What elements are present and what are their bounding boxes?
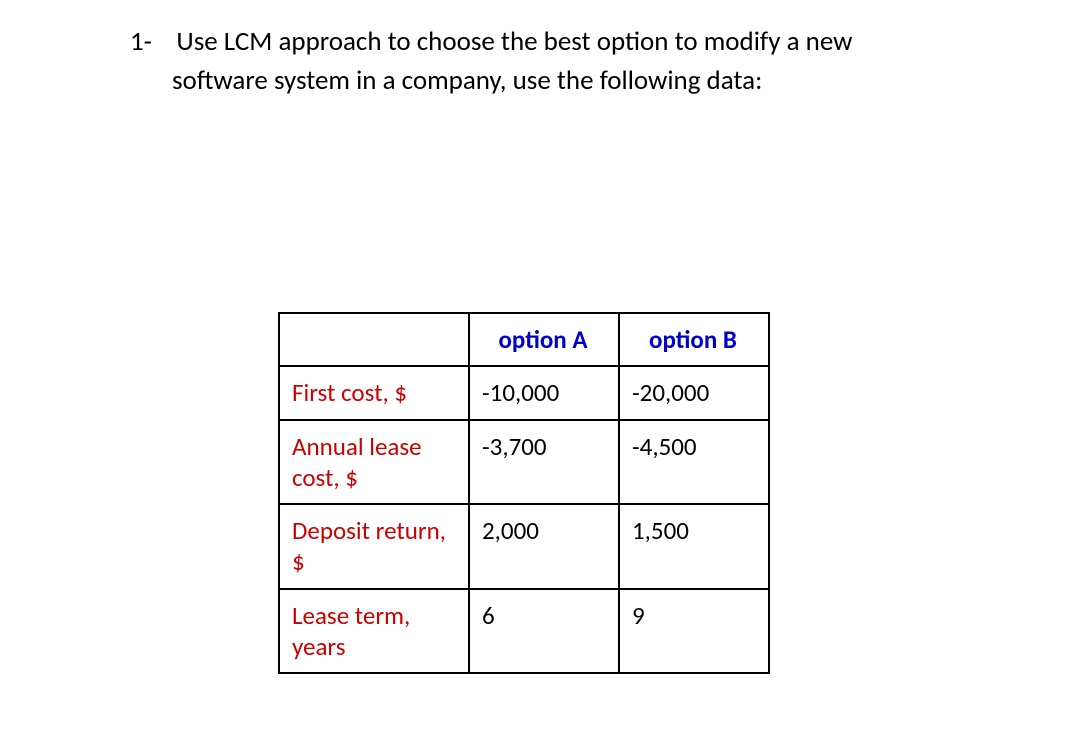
header-blank — [279, 313, 469, 366]
question-number: 1- — [130, 25, 152, 58]
question-line-1: Use LCM approach to choose the best opti… — [176, 25, 852, 58]
cell-b: 9 — [619, 589, 769, 674]
spacer — [158, 25, 170, 58]
table-row: First cost, $ -10,000 -20,000 — [279, 366, 769, 419]
cell-a: 6 — [469, 589, 619, 674]
cell-b: 1,500 — [619, 504, 769, 589]
row-label: Lease term, years — [279, 589, 469, 674]
table-row: Deposit return, $ 2,000 1,500 — [279, 504, 769, 589]
cell-a: -10,000 — [469, 366, 619, 419]
page: 1- Use LCM approach to choose the best o… — [0, 0, 1080, 746]
table-row: Lease term, years 6 9 — [279, 589, 769, 674]
data-table: option A option B First cost, $ -10,000 … — [278, 312, 770, 674]
header-option-a: option A — [469, 313, 619, 366]
cell-a: -3,700 — [469, 420, 619, 505]
question-block: 1- Use LCM approach to choose the best o… — [130, 22, 970, 100]
table-header-row: option A option B — [279, 313, 769, 366]
header-option-b: option B — [619, 313, 769, 366]
cell-a: 2,000 — [469, 504, 619, 589]
cell-b: -4,500 — [619, 420, 769, 505]
row-label: First cost, $ — [279, 366, 469, 419]
row-label: Deposit return, $ — [279, 504, 469, 589]
table-row: Annual lease cost, $ -3,700 -4,500 — [279, 420, 769, 505]
row-label: Annual lease cost, $ — [279, 420, 469, 505]
question-line-2: software system in a company, use the fo… — [172, 61, 970, 100]
cell-b: -20,000 — [619, 366, 769, 419]
data-table-wrap: option A option B First cost, $ -10,000 … — [278, 312, 770, 674]
